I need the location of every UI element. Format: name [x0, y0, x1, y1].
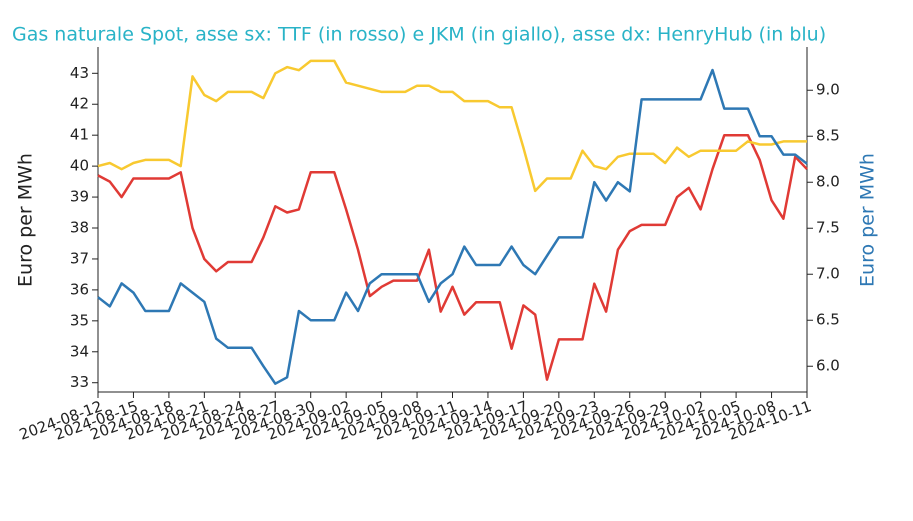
y-tick-label: 33 — [70, 373, 89, 391]
y-tick-label: 39 — [70, 188, 89, 206]
y2-tick-label: 8.5 — [816, 127, 840, 145]
y-tick-label: 36 — [70, 280, 89, 298]
y-tick-label: 34 — [70, 342, 89, 360]
chart-title: Gas naturale Spot, asse sx: TTF (in ross… — [12, 24, 826, 46]
y2-tick-label: 6.5 — [816, 311, 840, 329]
y-tick-label: 42 — [70, 95, 89, 113]
y-tick-label: 37 — [70, 249, 89, 267]
y2-axis-label: Euro per MWh — [857, 153, 879, 287]
y-tick-label: 38 — [70, 219, 89, 237]
y-tick-label: 43 — [70, 64, 89, 82]
line-series — [97, 68, 808, 385]
y2-tick-label: 7.5 — [816, 219, 840, 237]
y-tick-label: 41 — [70, 126, 89, 144]
y-tick-label: 40 — [70, 157, 89, 175]
line-series — [97, 133, 808, 381]
y2-tick-label: 8.0 — [816, 173, 840, 191]
y-tick-label: 35 — [70, 311, 89, 329]
y-axis-label: Euro per MWh — [15, 153, 37, 287]
line-series — [97, 59, 807, 193]
y2-tick-label: 6.0 — [816, 357, 840, 375]
y2-tick-label: 9.0 — [816, 81, 840, 99]
y2-tick-label: 7.0 — [816, 265, 840, 283]
